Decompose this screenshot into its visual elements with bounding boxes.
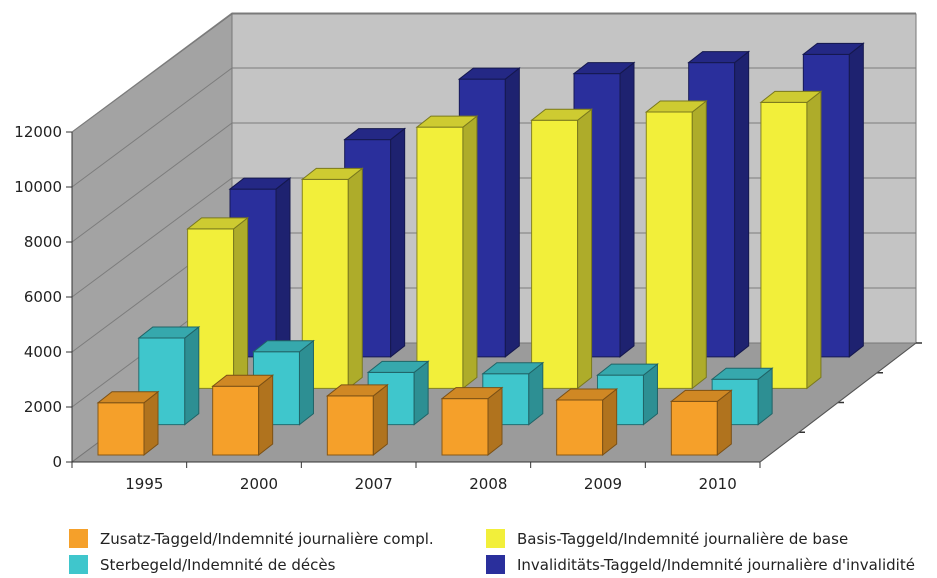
bar-top-face xyxy=(325,384,389,397)
bar-top-face xyxy=(687,51,751,64)
bar-top-face xyxy=(343,128,407,141)
bar-front-face xyxy=(556,399,604,456)
bar-front-face xyxy=(531,119,579,389)
bar-side-face xyxy=(184,326,200,426)
legend: Zusatz-Taggeld/Indemnité journalière com… xyxy=(0,525,937,578)
y-tick-label: 8000 xyxy=(24,233,62,251)
bar-basis xyxy=(530,108,594,390)
legend-label-zusatz: Zusatz-Taggeld/Indemnité journalière com… xyxy=(100,529,434,548)
legend-swatch-sterbegeld xyxy=(69,555,88,574)
y-tick-label: 0 xyxy=(52,453,62,471)
legend-label-invaliditaet: Invaliditäts-Taggeld/Indemnité journaliè… xyxy=(517,555,915,574)
bar-side-face xyxy=(462,115,478,390)
bar-zusatz xyxy=(440,386,504,457)
bar-side-face xyxy=(275,177,291,358)
legend-label-sterbegeld: Sterbegeld/Indemnité de décès xyxy=(100,555,336,574)
legend-item-invaliditaet: Invaliditäts-Taggeld/Indemnité journaliè… xyxy=(486,555,915,574)
bar-top-face xyxy=(457,67,521,80)
legend-swatch-basis xyxy=(486,529,505,548)
y-tick-label: 10000 xyxy=(14,178,62,196)
gridline xyxy=(71,67,916,188)
legend-swatch-zusatz xyxy=(69,529,88,548)
bar-top-face xyxy=(555,388,619,401)
legend-label-basis: Basis-Taggeld/Indemnité journalière de b… xyxy=(517,529,849,548)
bar-top-face xyxy=(669,389,733,402)
y-tick-label: 12000 xyxy=(14,123,62,141)
bar-top-face xyxy=(759,90,823,103)
bar-top-face xyxy=(228,177,292,190)
bar-top-face xyxy=(366,360,430,373)
bar-side-face xyxy=(691,99,707,390)
bar-top-face xyxy=(440,387,504,400)
bar-side-face xyxy=(806,90,822,390)
bar-side-face xyxy=(298,339,314,426)
bar-top-face xyxy=(415,115,479,128)
bar-side-face xyxy=(347,167,363,390)
bar-front-face xyxy=(441,398,489,456)
bar-top-face xyxy=(644,100,708,113)
bar-top-face xyxy=(252,340,315,353)
bar-top-face xyxy=(596,363,659,376)
bar-front-face xyxy=(760,101,808,389)
gridline xyxy=(71,12,916,133)
bar-zusatz xyxy=(211,374,275,457)
legend-item-zusatz: Zusatz-Taggeld/Indemnité journalière com… xyxy=(69,529,434,548)
bar-side-face xyxy=(577,108,593,390)
bar-front-face xyxy=(212,385,260,456)
bar-top-face xyxy=(481,362,545,375)
bar-basis xyxy=(759,90,823,390)
bar-front-face xyxy=(326,395,374,456)
bar-zusatz xyxy=(325,383,389,457)
legend-item-basis: Basis-Taggeld/Indemnité journalière de b… xyxy=(486,529,848,548)
legend-item-sterbegeld: Sterbegeld/Indemnité de décès xyxy=(69,555,335,574)
bar-basis xyxy=(300,167,364,390)
x-tick-label: 2007 xyxy=(355,475,393,493)
bar-top-face xyxy=(801,42,865,55)
bar-front-face xyxy=(645,111,693,389)
chart-plot: 0 2000 4000 6000 8000 10000 12000 1995 2000 2007 2… xyxy=(14,12,922,493)
x-tick-label: 2000 xyxy=(240,475,278,493)
bar-basis xyxy=(644,99,708,390)
bar-zusatz xyxy=(555,387,619,457)
bar-zusatz xyxy=(669,389,733,457)
bar-top-face xyxy=(186,217,250,230)
bar-side-face xyxy=(233,216,249,390)
bar-side-face xyxy=(487,386,503,457)
bar-zusatz xyxy=(96,390,160,457)
x-tick-label: 2010 xyxy=(699,475,737,493)
y-tick-label: 4000 xyxy=(24,343,62,361)
y-tick-label: 2000 xyxy=(24,398,62,416)
bar-side-face xyxy=(734,50,750,358)
bar-side-face xyxy=(390,127,406,358)
bar-top-face xyxy=(572,62,636,75)
legend-swatch-invaliditaet xyxy=(486,555,505,574)
x-tick-label: 2009 xyxy=(584,475,622,493)
bar-basis xyxy=(415,115,479,390)
bar-top-face xyxy=(300,167,364,180)
bar-side-face xyxy=(504,67,520,358)
bar-side-face xyxy=(619,61,635,358)
x-tick-label: 2008 xyxy=(469,475,507,493)
bar-top-face xyxy=(710,367,774,380)
bar-side-face xyxy=(258,374,274,457)
bar-front-face xyxy=(97,402,145,456)
bar-front-face xyxy=(670,400,718,456)
bar-top-face xyxy=(530,108,594,121)
bar-top-face xyxy=(137,326,201,339)
depth-axis-line xyxy=(759,342,917,463)
y-tick-label: 6000 xyxy=(24,288,62,306)
bar-top-face xyxy=(96,391,160,404)
bar-side-face xyxy=(372,383,388,457)
bar-front-face xyxy=(416,126,464,389)
bar-side-face xyxy=(848,42,864,358)
bar-top-face xyxy=(211,374,275,387)
x-tick-label: 1995 xyxy=(125,475,163,493)
